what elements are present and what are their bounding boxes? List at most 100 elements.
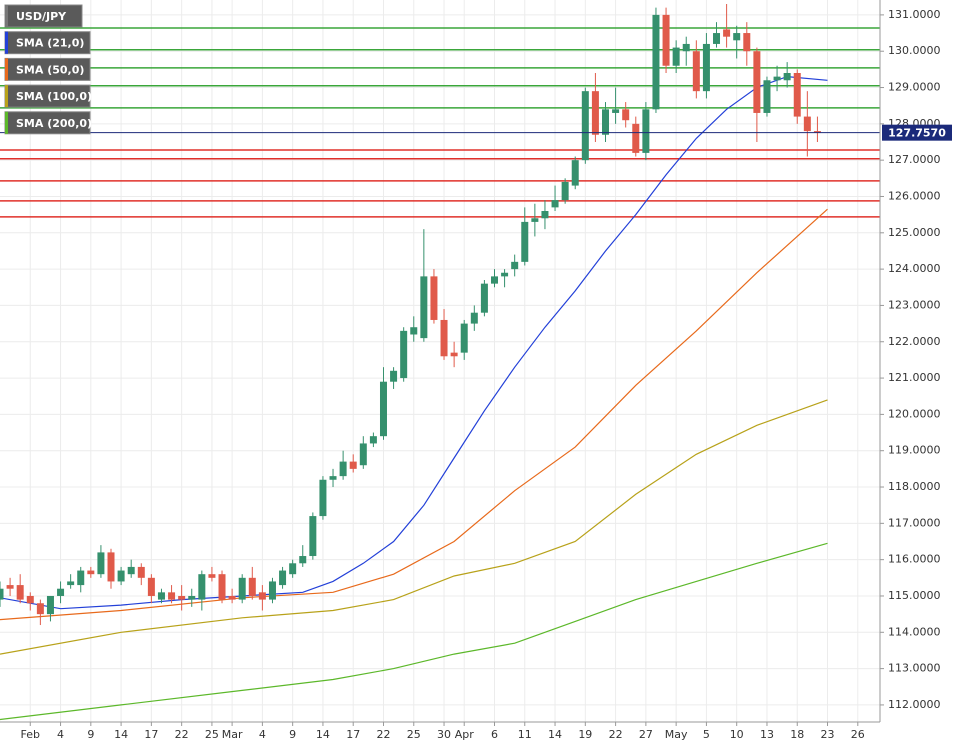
y-tick-label: 125.0000 [888, 226, 941, 239]
candle-body [127, 566, 135, 575]
candle-body [248, 577, 256, 596]
candle-body [803, 116, 811, 132]
y-tick-label: 113.0000 [888, 662, 941, 675]
y-tick-label: 122.0000 [888, 335, 941, 348]
legend-label: SMA (21,0) [16, 37, 84, 50]
y-tick-label: 123.0000 [888, 298, 941, 311]
y-tick-label: 121.0000 [888, 371, 941, 384]
candle-body [379, 381, 387, 437]
candle-body [77, 570, 85, 586]
y-tick-label: 112.0000 [888, 698, 941, 711]
candle-body [57, 588, 65, 596]
candle-body [329, 476, 337, 480]
plot [0, 3, 880, 721]
legend-swatch [5, 111, 8, 134]
x-tick-label: Apr [455, 728, 475, 741]
candle-body [369, 436, 377, 444]
candle-body [218, 574, 226, 600]
x-tick-label: 14 [114, 728, 128, 741]
candle-body [0, 588, 4, 600]
candle-body [268, 581, 276, 600]
x-tick-label: Feb [21, 728, 40, 741]
candle-body [97, 552, 105, 575]
candle-body [258, 592, 266, 600]
candle-body [178, 595, 186, 600]
candle-body [188, 595, 196, 600]
candle-body [228, 595, 236, 600]
last-price-box [882, 124, 952, 141]
candle-body [662, 14, 670, 66]
candle-body [511, 261, 519, 270]
candle-body [622, 109, 630, 121]
candle-body [46, 595, 54, 615]
y-tick-label: 118.0000 [888, 480, 941, 493]
candle-body [571, 160, 579, 186]
y-tick-label: 117.0000 [888, 516, 941, 529]
candle-body [67, 581, 75, 586]
y-tick-label: 126.0000 [888, 189, 941, 202]
x-tick-label: May [665, 728, 688, 741]
candle-body [632, 123, 640, 153]
candle-body [208, 574, 216, 578]
candle-body [692, 51, 700, 92]
y-tick-label: 127.0000 [888, 153, 941, 166]
x-tick-label: 4 [259, 728, 266, 741]
x-tick-label: 22 [376, 728, 390, 741]
candle-body [753, 51, 761, 113]
x-tick-label: 11 [518, 728, 532, 741]
legend: USD/JPY SMA (21,0) SMA (50,0) SMA (100,0) SM… [4, 4, 92, 135]
x-tick-label: 9 [289, 728, 296, 741]
candle-body [591, 91, 599, 135]
y-tick-label: 129.0000 [888, 81, 941, 94]
candle-body [531, 218, 539, 222]
candle-body [733, 33, 741, 41]
candle-body [702, 43, 710, 92]
legend-label: USD/JPY [16, 10, 67, 23]
candle-body [743, 33, 751, 52]
legend-swatch [5, 85, 8, 108]
candle-body [783, 72, 791, 81]
legend-label: SMA (200,0) [16, 117, 92, 130]
x-tick-label: 22 [609, 728, 623, 741]
legend-label: SMA (100,0) [16, 90, 92, 103]
candle-body [289, 563, 297, 575]
legend-label: SMA (50,0) [16, 63, 84, 76]
x-tick-label: 18 [790, 728, 804, 741]
candle-body [279, 570, 287, 586]
x-tick-label: 9 [87, 728, 94, 741]
candle-body [470, 312, 478, 324]
candle-body [652, 14, 660, 110]
y-tick-label: 119.0000 [888, 444, 941, 457]
candle-body [581, 91, 589, 161]
candle-body [299, 556, 307, 564]
candle-body [137, 566, 145, 578]
x-tick-label: 25 [407, 728, 421, 741]
candle-body [793, 72, 801, 117]
candle-body [450, 352, 458, 357]
x-tick-label: 4 [57, 728, 64, 741]
candle-body [642, 109, 650, 153]
candle-body [773, 76, 781, 81]
candle-body [309, 516, 317, 557]
y-tick-label: 131.0000 [888, 8, 941, 21]
candle-body [117, 570, 125, 582]
candle-body [339, 461, 347, 477]
candle-body [359, 443, 367, 466]
candle-body [763, 80, 771, 113]
candle-body [6, 585, 14, 589]
candle-body [813, 131, 821, 133]
x-tick-label: 26 [851, 728, 865, 741]
candle-body [521, 221, 529, 262]
x-tick-label: 14 [548, 728, 562, 741]
candle-body [723, 29, 731, 37]
candle-body [460, 323, 468, 353]
x-tick-label: 10 [730, 728, 744, 741]
sma-line [0, 542, 828, 721]
y-tick-label: 120.0000 [888, 407, 941, 420]
x-tick-label: 25 [205, 728, 219, 741]
candle-body [198, 574, 206, 600]
legend-swatch [5, 31, 8, 54]
